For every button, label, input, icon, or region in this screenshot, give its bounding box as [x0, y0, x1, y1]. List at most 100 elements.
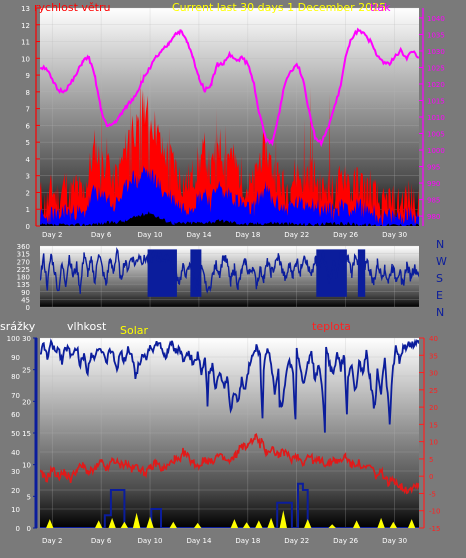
wind-tick-label: 3	[26, 173, 30, 181]
direction-tick-label: 90	[21, 289, 30, 297]
compass-label: S	[436, 272, 443, 285]
wind-day-tick-label: Day 26	[333, 231, 359, 239]
pressure-tick-label: 980	[427, 213, 440, 221]
wind-tick-label: 10	[21, 55, 30, 63]
wind-tick-label: 6	[26, 122, 31, 130]
pressure-tick-label: 1030	[427, 48, 445, 56]
direction-tick-label: 135	[17, 281, 30, 289]
direction-band	[190, 249, 202, 297]
temperature-tick-label: -5	[429, 490, 436, 498]
direction-tick-label: 45	[21, 296, 30, 304]
humidity-axis-label: vlhkost	[67, 320, 107, 333]
wind-minimum-series	[40, 211, 419, 226]
wind-tick-label: 11	[21, 39, 30, 47]
temperature-tick-label: -10	[429, 508, 440, 516]
temperature-tick-label: 35	[429, 352, 438, 360]
pressure-tick-label: 1040	[427, 15, 445, 23]
rain-tick-label: 25	[22, 367, 31, 375]
pressure-tick-label: 990	[427, 180, 440, 188]
temperature-series	[40, 433, 419, 495]
humidity-tick-label: 30	[11, 468, 20, 476]
humidity-tick-label: 20	[11, 487, 20, 495]
humidity-tick-label: 90	[11, 354, 20, 362]
temperature-tick-label: 0	[429, 473, 433, 481]
pressure-series	[40, 27, 419, 148]
rain-tick-label: 0	[27, 525, 31, 533]
solar-axis-label: Solar	[120, 324, 149, 337]
rain-axis: 0 5 10 15 20 25 30	[22, 335, 38, 533]
compass-label: E	[436, 289, 443, 302]
rain-tick-label: 15	[22, 430, 31, 438]
wind-day-tick-label: Day 18	[235, 231, 260, 239]
wind-tick-label: 0	[26, 223, 30, 231]
wind-tick-label: 12	[21, 22, 30, 30]
wind-tick-label: 7	[26, 106, 30, 114]
humidity-day-tick-label: Day 18	[235, 537, 260, 545]
direction-tick-label: 315	[17, 251, 30, 259]
pressure-tick-label: 1035	[427, 31, 445, 39]
humidity-day-tick-label: Day 22	[284, 537, 309, 545]
temperature-axis-label: teplota	[312, 320, 351, 333]
humidity-tick-label: 60	[11, 411, 20, 419]
direction-tick-label: 225	[17, 266, 30, 274]
humidity-day-tick-label: Day 14	[186, 537, 212, 545]
pressure-axis: 980 985 990 995 1000 1005 1010 1015 1020 1025 1030…	[419, 8, 445, 226]
pressure-tick-label: 1025	[427, 64, 445, 72]
humidity-tick-label: 40	[11, 449, 20, 457]
rain-tick-label: 10	[22, 462, 31, 470]
humidity-series	[40, 338, 419, 433]
humidity-tick-label: 10	[11, 506, 20, 514]
wind-day-tick-label: Day 14	[186, 231, 212, 239]
compass-label: W	[436, 255, 447, 268]
wind-day-tick-label: Day 22	[284, 231, 309, 239]
temperature-axis: -15 -10 -5 0 5 10 15 20 25 30 35 40	[419, 335, 440, 533]
pressure-tick-label: 995	[427, 164, 440, 172]
humidity-axis: 0 10 20 30 40 50 60 70 80 90 100	[7, 335, 20, 533]
rain-series	[40, 482, 419, 528]
temperature-tick-label: 25	[429, 387, 438, 395]
rain-tick-label: 30	[22, 335, 31, 343]
solar-series	[46, 510, 416, 528]
wind-tick-label: 8	[26, 89, 30, 97]
humidity-day-tick-label: Day 6	[91, 537, 112, 545]
wind-day-tick-label: Day 10	[138, 231, 163, 239]
humidity-tick-label: 50	[11, 430, 20, 438]
pressure-tick-label: 1015	[427, 97, 445, 105]
compass-label: N	[436, 238, 444, 251]
wind-axis-label: rychlost větru	[34, 1, 110, 14]
humidity-tick-label: 70	[11, 392, 20, 400]
rain-axis-label: srážky	[0, 320, 36, 333]
temperature-tick-label: 40	[429, 335, 438, 343]
wind-tick-label: 4	[26, 156, 31, 164]
wind-tick-label: 2	[26, 189, 30, 197]
compass-label: N	[436, 306, 444, 319]
pressure-tick-label: 985	[427, 197, 440, 205]
wind-day-tick-label: Day 30	[382, 231, 407, 239]
direction-tick-label: 180	[17, 274, 30, 282]
wind-tick-label: 5	[26, 139, 30, 147]
temperature-tick-label: 30	[429, 370, 438, 378]
temperature-tick-label: 15	[429, 421, 438, 429]
wind-average-series	[40, 165, 419, 226]
wind-day-tick-label: Day 6	[91, 231, 112, 239]
pressure-tick-label: 1000	[427, 147, 445, 155]
wind-tick-label: 13	[21, 5, 30, 13]
chart-title: Current last 30 days 1 December 2025	[172, 1, 386, 14]
humidity-day-axis: Day 2 Day 6 Day 10 Day 14 Day 18 Day 22 Day 26…	[42, 537, 407, 545]
direction-tick-label: 0	[26, 304, 30, 312]
temperature-tick-label: 20	[429, 404, 438, 412]
rain-tick-label: 5	[27, 493, 31, 501]
humidity-tick-label: 100	[7, 335, 20, 343]
humidity-day-tick-label: Day 26	[333, 537, 359, 545]
pressure-axis-label: tlak	[370, 1, 391, 14]
humidity-day-tick-label: Day 10	[138, 537, 163, 545]
direction-tick-label: 270	[17, 258, 30, 266]
